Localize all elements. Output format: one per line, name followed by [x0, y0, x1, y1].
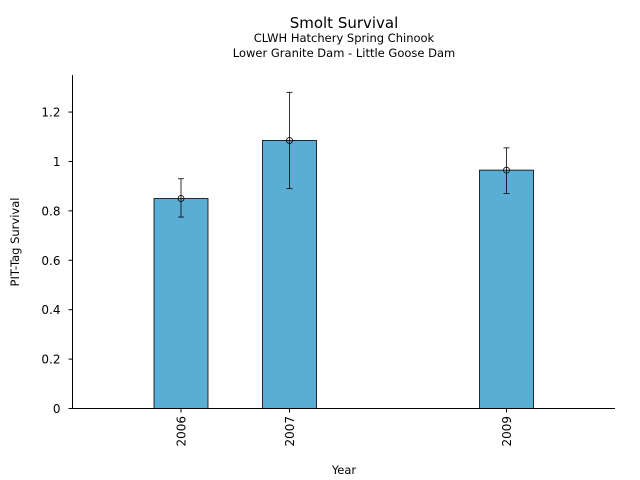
chart-title: Smolt Survival — [290, 14, 399, 32]
bar-2009 — [479, 169, 534, 409]
x-tick-label-2006: 2006 — [175, 416, 189, 447]
x-tick-label-2007: 2007 — [283, 416, 297, 447]
point-marker-2007 — [286, 137, 293, 144]
point-marker-2009 — [503, 166, 510, 174]
x-ticks-group: 2006 2007 2009 — [175, 408, 514, 447]
y-tick-label: 1 — [53, 155, 61, 169]
x-tick-label-2009: 2009 — [500, 416, 514, 447]
chart-subtitle-line-1: CLWH Hatchery Spring Chinook — [254, 31, 435, 45]
y-tick-label: 0 — [53, 402, 61, 416]
point-marker-2006 — [177, 195, 185, 202]
bars-group — [153, 140, 534, 409]
x-axis-label: Year — [331, 463, 357, 477]
y-tick-label: 0.4 — [41, 303, 60, 317]
chart-subtitle-line-2: Lower Granite Dam - Little Goose Dam — [233, 46, 455, 60]
bar-2006 — [153, 198, 209, 409]
error-bars-group — [177, 91, 510, 218]
y-tick-label: 0.2 — [41, 353, 60, 367]
y-tick-label: 0.6 — [41, 254, 60, 268]
y-axis-label: PIT-Tag Survival — [8, 198, 22, 287]
y-tick-label: 1.2 — [41, 106, 60, 120]
y-ticks-group: 0 0.2 0.4 0.6 0.8 1 1.2 — [41, 106, 73, 416]
y-tick-label: 0.8 — [41, 204, 60, 218]
